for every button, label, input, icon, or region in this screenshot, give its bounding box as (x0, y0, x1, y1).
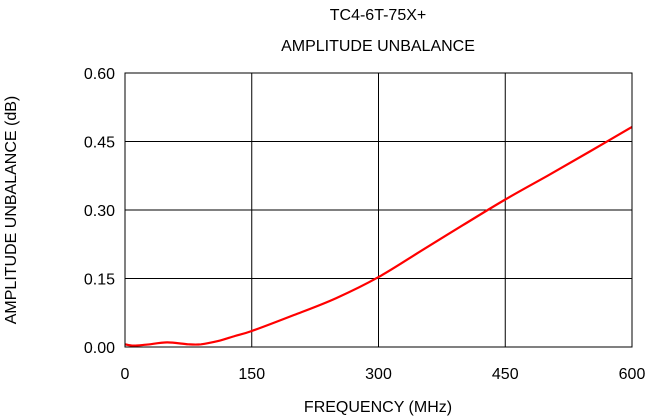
y-axis-label: AMPLITUDE UNBALANCE (dB) (3, 96, 20, 325)
x-tick-label: 450 (492, 366, 519, 383)
x-axis-label: FREQUENCY (MHz) (304, 399, 452, 416)
chart-title: TC4-6T-75X+ (330, 7, 426, 24)
plot-border (124, 72, 633, 348)
grid-lines (125, 73, 632, 347)
chart-subtitle: AMPLITUDE UNBALANCE (281, 38, 475, 55)
y-tick-label: 0.30 (84, 203, 115, 220)
x-tick-label: 600 (619, 366, 646, 383)
series-line (124, 125, 633, 347)
x-tick-label: 300 (365, 366, 392, 383)
x-tick-label: 150 (238, 366, 265, 383)
x-tick-labels: 0 150 300 450 600 (121, 366, 646, 383)
y-tick-label: 0.60 (84, 66, 115, 83)
y-tick-label: 0.15 (84, 272, 115, 289)
y-tick-label: 0.45 (84, 135, 115, 152)
x-tick-label: 0 (121, 366, 130, 383)
y-tick-label: 0.00 (84, 340, 115, 357)
series-group (124, 125, 633, 347)
y-tick-labels: 0.00 0.15 0.30 0.45 0.60 (84, 66, 115, 357)
